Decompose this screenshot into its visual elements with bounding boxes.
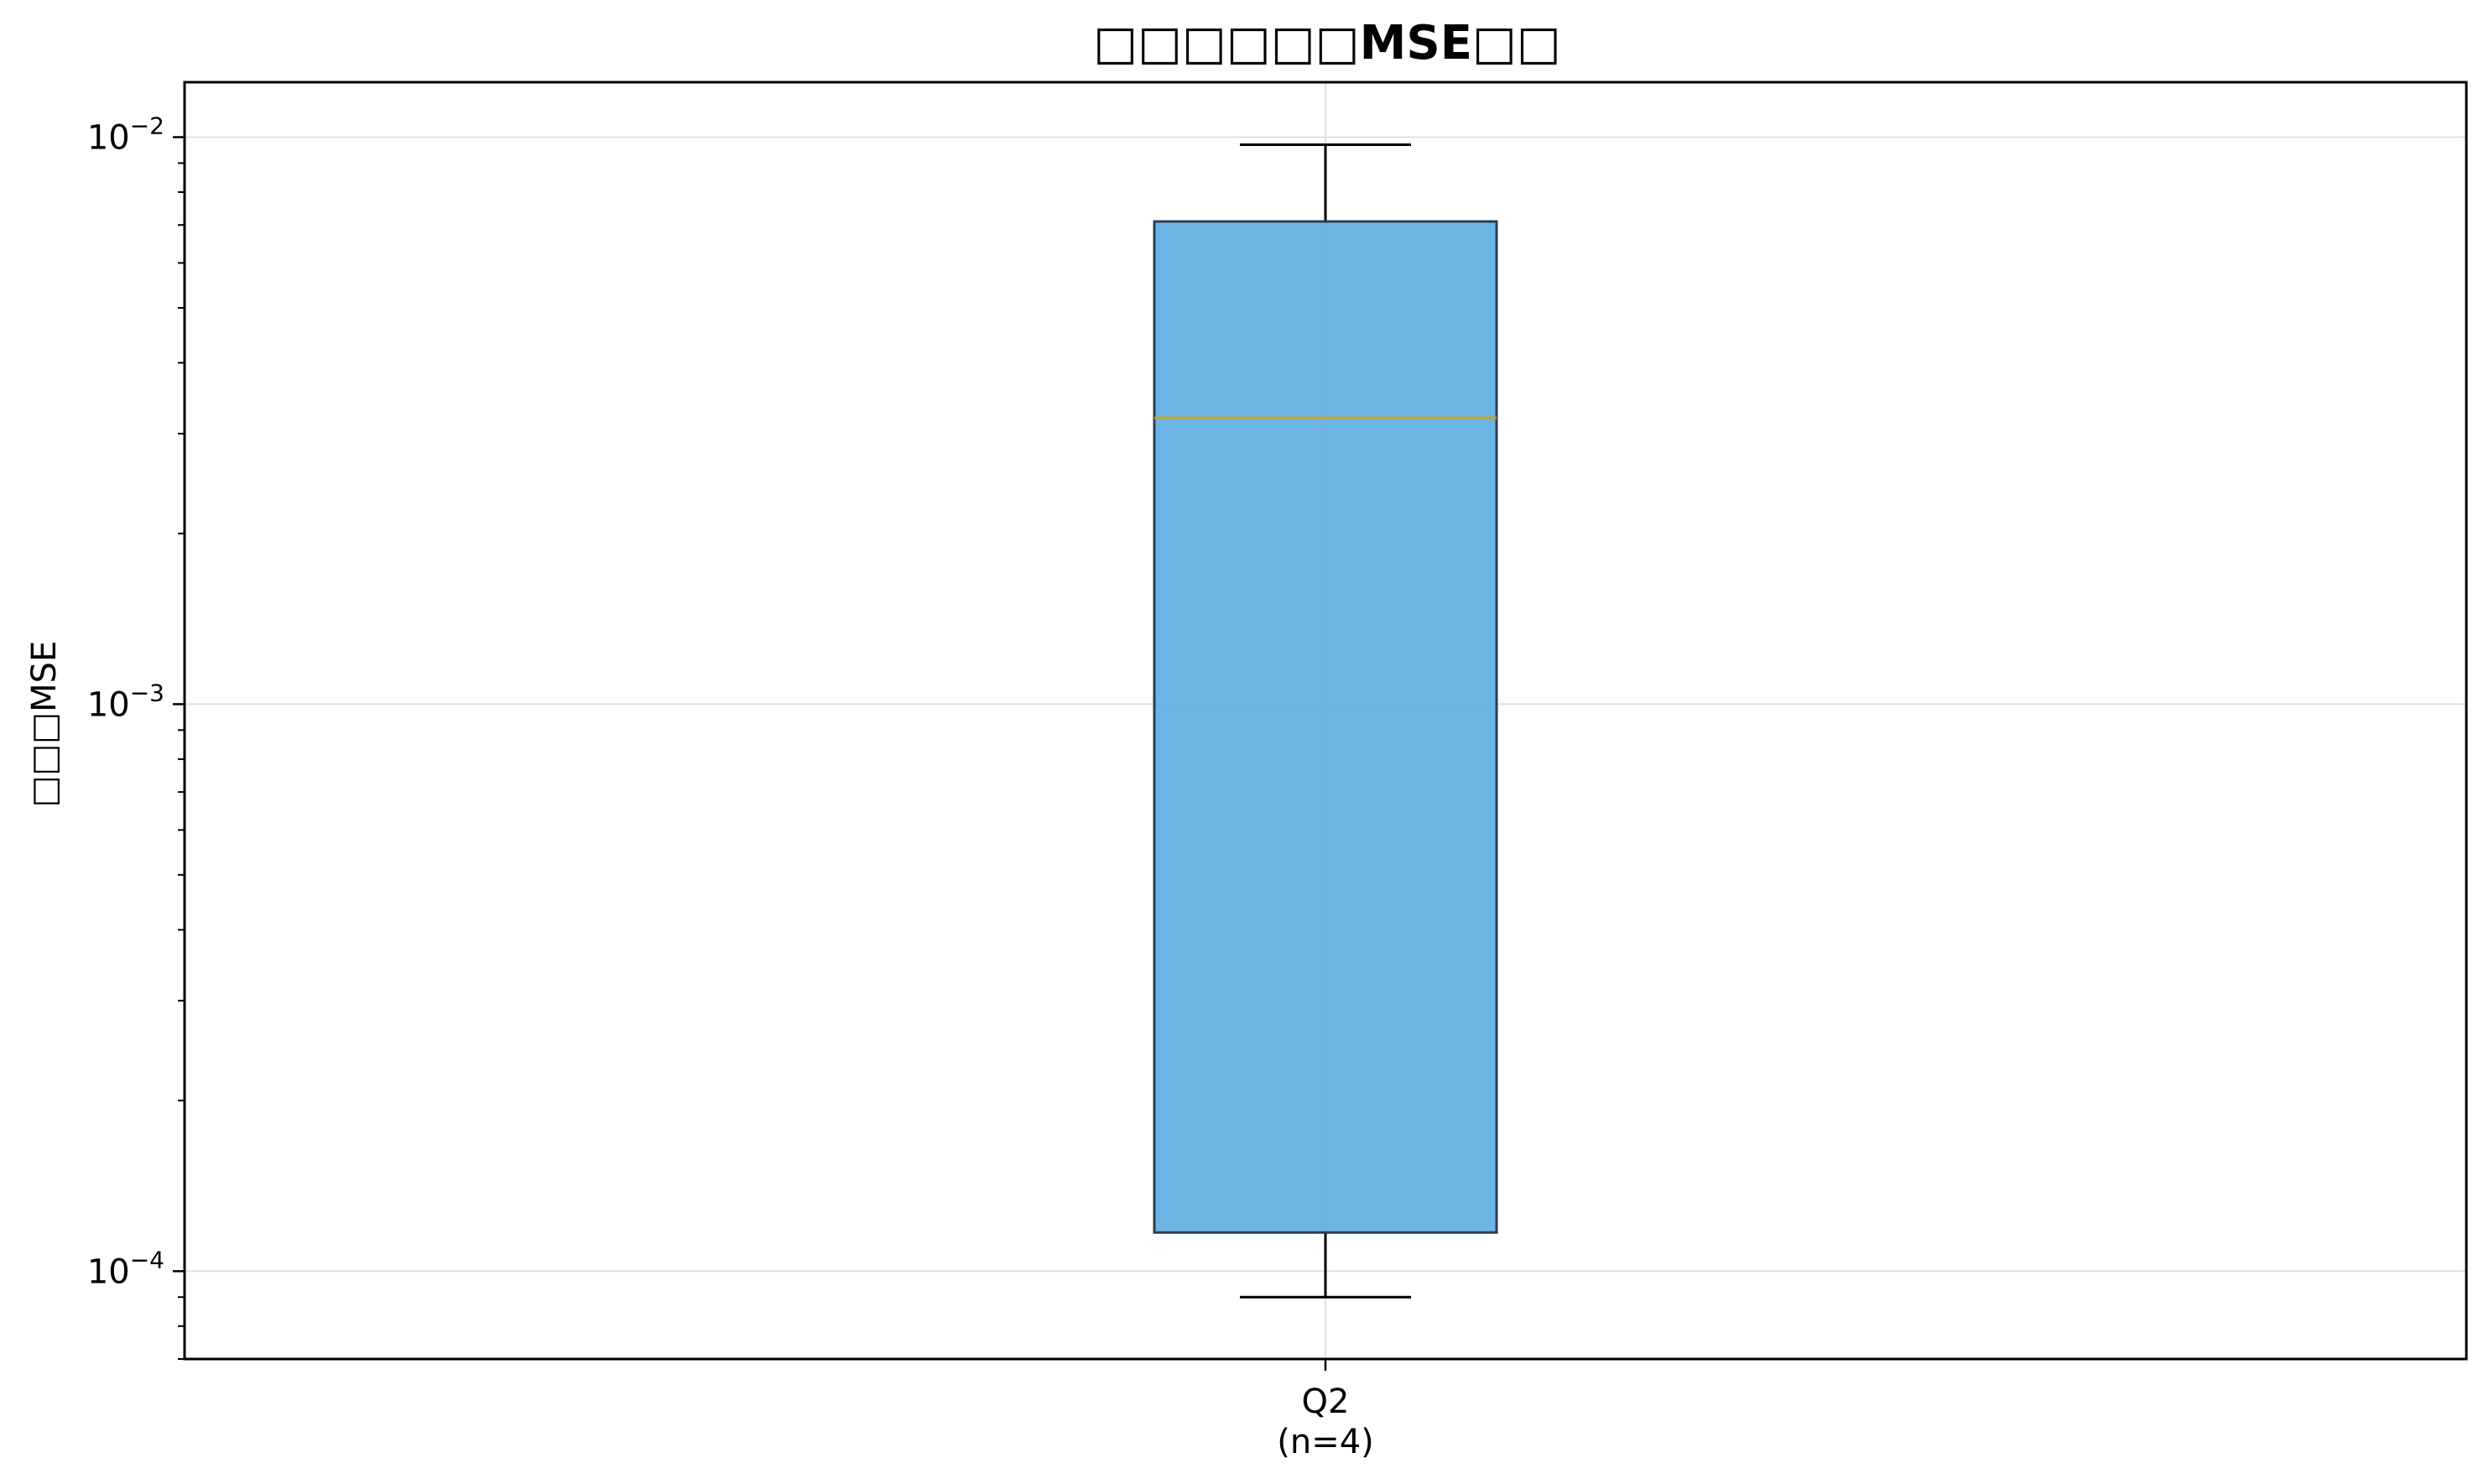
x-tick-sublabel: (n=4)	[1277, 1423, 1374, 1461]
axis-ticks: 10−4 10−3 10−2 Q2(n=4)	[87, 112, 1374, 1461]
chart-title: □□□□□□MSE□□	[1093, 16, 1561, 70]
y-tick-label: 10−2	[87, 112, 164, 158]
y-tick-label: 10−4	[87, 1246, 164, 1291]
x-tick-label: Q2	[1302, 1382, 1350, 1421]
boxes-layer	[1153, 143, 1498, 1299]
y-tick-label: 10−3	[87, 679, 164, 724]
y-axis-label: □□□MSE	[25, 641, 64, 808]
box-iqr	[1153, 220, 1498, 1234]
